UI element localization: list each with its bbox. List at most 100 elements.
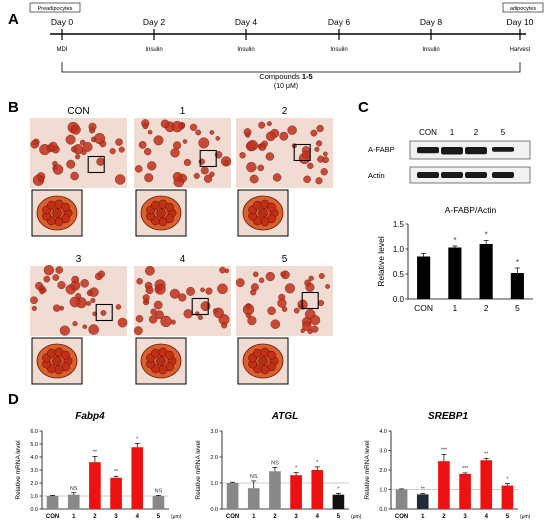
lipid-droplet (223, 160, 229, 166)
micrograph-grid: CON 1 2 3 4 5 (30, 106, 333, 385)
lipid-droplet (100, 310, 107, 316)
y-tick-label: 0.0 (379, 507, 387, 513)
significance-label: * (453, 236, 456, 245)
lipid-droplet (244, 132, 251, 138)
lipid-droplet (75, 293, 82, 299)
significance-label: ** (114, 469, 119, 475)
day-label: Day 6 (328, 17, 350, 27)
micrograph-label: CON (67, 106, 89, 117)
bar (448, 247, 462, 299)
panel-label-c: C (358, 99, 369, 116)
bar (332, 494, 345, 509)
lipid-droplet (65, 134, 76, 145)
lipid-droplet (41, 287, 47, 293)
lipid-droplet (257, 164, 264, 172)
lipid-droplet (147, 161, 157, 171)
lipid-droplet (246, 161, 257, 173)
lipid-droplet (258, 277, 265, 284)
y-tick-label: 3.0 (210, 429, 218, 435)
lipid-droplet (200, 301, 211, 312)
lipid-droplet (30, 296, 38, 305)
chart-afabp: A-FABP/Actin 0.0 0.5 1.0 1.5 CON * 1 * 2 * 5 Relativ… (376, 205, 533, 313)
lipid-droplet (182, 139, 188, 144)
day-label: Day 4 (235, 17, 257, 27)
lipid-droplet (52, 274, 60, 281)
lipid-droplet (70, 146, 78, 153)
lipid-droplet (267, 306, 276, 316)
y-tick-label: 0.5 (393, 270, 405, 279)
lipid-droplet (70, 171, 79, 181)
y-tick-label: 6.0 (30, 429, 38, 435)
category-label: 4 (485, 514, 489, 520)
category-label: 2 (93, 514, 97, 520)
y-tick-label: 4.0 (30, 455, 38, 461)
lipid-droplet (145, 286, 154, 295)
lipid-droplet (72, 321, 78, 327)
lipid-droplet (115, 138, 123, 146)
category-label: 5 (157, 514, 161, 520)
actin-band (492, 172, 514, 178)
lipid-droplet (153, 300, 163, 310)
lipid-droplet (145, 265, 155, 276)
category-label: 1 (421, 514, 425, 520)
lipid-droplet (53, 304, 61, 312)
lipid-droplet (70, 280, 81, 291)
day-label: Day 2 (143, 17, 165, 27)
day-label: Day 10 (507, 17, 534, 27)
lipid-droplet (322, 156, 329, 164)
category-label: 1 (72, 514, 76, 520)
y-axis-label: Relative mRNA level (15, 440, 22, 500)
lipid-droplet (135, 315, 144, 323)
significance-label: ** (421, 486, 426, 492)
concentration-label: (10 μM) (274, 83, 298, 90)
lipid-droplet (317, 299, 325, 307)
micrograph-label: 2 (282, 106, 288, 117)
significance-label: * (295, 466, 298, 472)
lipid-droplet (133, 326, 143, 336)
lipid-droplet (252, 271, 259, 278)
lipid-droplet (43, 265, 55, 276)
timeline-ticks: Day 0 MDI Day 2 Insulin Day 4 Insulin Day 6 Ins… (51, 17, 534, 53)
bar (89, 462, 101, 509)
afabp-band (417, 147, 439, 154)
preadipocytes-box (29, 2, 81, 13)
bar (459, 473, 471, 509)
bar (311, 470, 324, 509)
lipid-droplet (270, 319, 281, 329)
lipid-droplet (266, 202, 276, 212)
lipid-droplet (60, 350, 70, 360)
category-label: 2 (442, 514, 446, 520)
lipid-droplet (97, 270, 105, 278)
lipid-droplet (164, 350, 174, 360)
lipid-droplet (217, 283, 228, 295)
lipid-droplet (253, 200, 262, 210)
category-label: 5 (337, 514, 341, 520)
lipid-droplet (47, 200, 56, 210)
bar (67, 494, 80, 509)
lipid-droplet (186, 286, 195, 296)
afabp-band (465, 147, 487, 155)
lipid-droplet (55, 266, 64, 274)
lipid-droplet (151, 348, 160, 358)
lipid-droplet (148, 315, 158, 324)
bar (417, 256, 431, 299)
treatment-label: Insulin (237, 47, 254, 53)
lipid-droplet (314, 146, 320, 152)
treatment-label: Harvest (510, 47, 531, 53)
micrograph-label: 4 (180, 254, 186, 265)
lipid-droplet (183, 309, 193, 319)
lipid-droplet (150, 308, 157, 316)
lipid-droplet (172, 171, 183, 182)
lipid-droplet (272, 173, 282, 182)
lipid-droplet (300, 328, 306, 333)
bar (110, 477, 122, 509)
unit-label: (μm) (171, 514, 182, 520)
compounds-label: Compounds 1-5 (259, 72, 312, 81)
lipid-droplet (52, 208, 62, 218)
lipid-droplet (82, 324, 88, 329)
significance-label: ** (93, 449, 98, 455)
lipid-droplet (325, 284, 330, 289)
significance-label: * (485, 231, 488, 240)
lipid-droplet (143, 298, 149, 303)
